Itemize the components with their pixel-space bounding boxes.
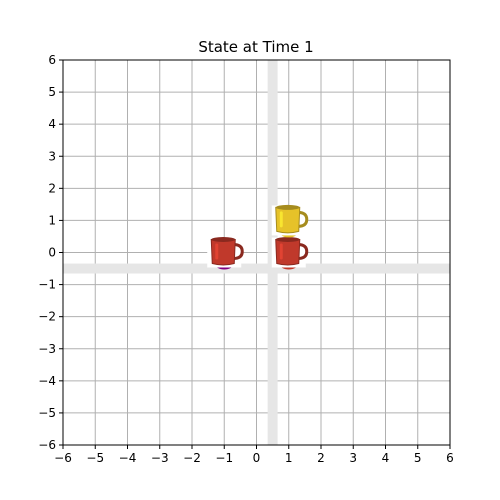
- mug-rim: [275, 204, 300, 210]
- mug-body: [210, 239, 236, 266]
- mug-handle: [297, 243, 309, 260]
- x-tick-label: −2: [183, 451, 201, 465]
- red-mug-icon: [271, 237, 309, 270]
- y-tick-label: −3: [38, 342, 56, 356]
- mug-handle: [233, 243, 244, 260]
- mug-body: [275, 206, 301, 234]
- mug-handle: [297, 210, 309, 228]
- x-tick-label: −3: [151, 451, 169, 465]
- y-tick-label: 1: [48, 213, 56, 227]
- y-tick-label: 3: [48, 149, 56, 163]
- x-tick-label: 3: [349, 451, 357, 465]
- y-tick-label: 5: [48, 85, 56, 99]
- grid: [62, 59, 451, 446]
- y-tick-label: −6: [38, 438, 56, 452]
- yellow-mug-icon: [271, 204, 309, 238]
- mug-highlight: [279, 243, 283, 260]
- y-tick-label: 0: [48, 246, 56, 260]
- chart-title: State at Time 1: [198, 38, 313, 56]
- highlight-horizontal: [63, 263, 450, 274]
- x-tick-label: −1: [215, 451, 233, 465]
- y-tick-label: 6: [48, 53, 56, 67]
- red-mug-icon: [207, 237, 244, 270]
- x-tick-label: 0: [253, 451, 261, 465]
- mug-highlight: [279, 211, 283, 228]
- x-tick-label: 4: [382, 451, 390, 465]
- mug-rim: [211, 237, 236, 242]
- mug-highlight: [215, 243, 219, 260]
- y-tick-label: −1: [38, 278, 56, 292]
- y-tick-label: 4: [48, 117, 56, 131]
- x-tick-label: 1: [285, 451, 293, 465]
- y-tick-label: −2: [38, 310, 56, 324]
- y-tick-label: −5: [38, 406, 56, 420]
- data-marks: [207, 204, 309, 270]
- x-tick-label: −5: [86, 451, 104, 465]
- axis-ticks: −6 −5 −4 −3 −2 −1 0 1 2 3 4 5 6 −6 −5 −4 −3 −2 −1 0 1 2 3 4 5 6: [38, 53, 454, 465]
- mug-body: [275, 239, 301, 266]
- x-tick-label: −4: [119, 451, 137, 465]
- x-tick-label: −6: [54, 451, 72, 465]
- x-tick-label: 5: [414, 451, 422, 465]
- y-tick-label: −4: [38, 374, 56, 388]
- mug-rim: [275, 237, 300, 242]
- y-tick-label: 2: [48, 181, 56, 195]
- x-tick-label: 2: [317, 451, 325, 465]
- x-tick-label: 6: [446, 451, 454, 465]
